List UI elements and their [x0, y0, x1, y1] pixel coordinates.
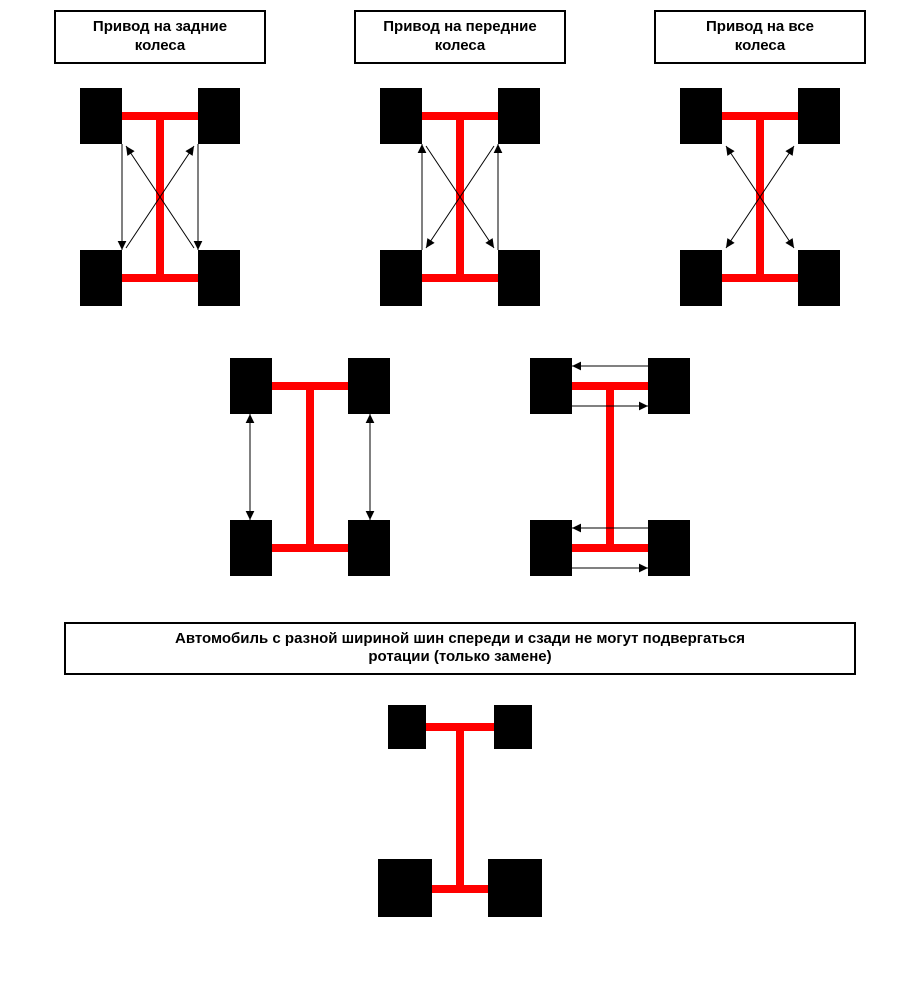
diagram-container: Привод на задниеколеса Привод на передни… — [10, 10, 910, 923]
label-rear-drive: Привод на задниеколеса — [54, 10, 266, 64]
cell-all-drive: Привод на всеколеса — [654, 10, 866, 312]
cell-side-swap — [520, 352, 700, 582]
label-front-drive: Привод на передниеколеса — [354, 10, 566, 64]
schematic-all-drive — [670, 82, 850, 312]
schematic-same-side — [220, 352, 400, 582]
row-extra-patterns — [10, 352, 910, 582]
schematic-rear-drive — [70, 82, 250, 312]
cell-front-drive: Привод на передниеколеса — [354, 10, 566, 312]
label-all-drive: Привод на всеколеса — [654, 10, 866, 64]
row-drive-types: Привод на задниеколеса Привод на передни… — [10, 10, 910, 312]
schematic-side-swap — [520, 352, 700, 582]
row-staggered: Автомобиль с разной шириной шин спереди … — [10, 622, 910, 924]
schematic-front-drive — [370, 82, 550, 312]
cell-rear-drive: Привод на задниеколеса — [54, 10, 266, 312]
cell-same-side — [220, 352, 400, 582]
schematic-staggered — [370, 693, 550, 923]
label-staggered: Автомобиль с разной шириной шин спереди … — [64, 622, 856, 676]
